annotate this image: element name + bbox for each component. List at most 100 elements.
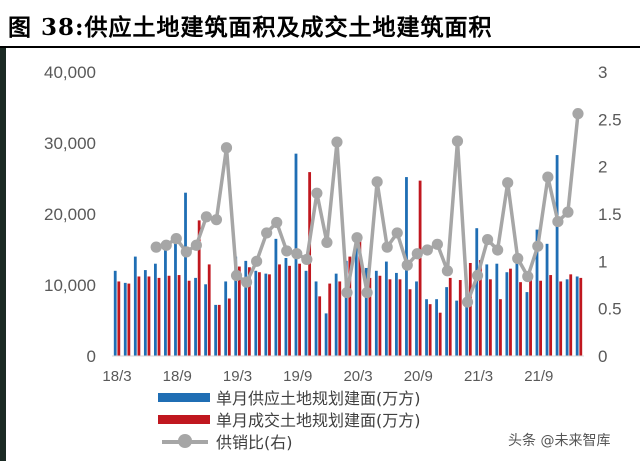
legend-item-sold: 单月成交土地规划建面(万方) <box>158 407 518 430</box>
sold-bar <box>478 260 482 356</box>
legend-label-sold: 单月成交土地规划建面(万方) <box>216 411 421 430</box>
supply-bar <box>364 267 368 356</box>
x-axis-tick-label: 18/9 <box>163 368 192 385</box>
sold-bar <box>137 276 141 356</box>
sold-bar <box>488 279 492 356</box>
sold-bar <box>388 279 392 356</box>
supply-bar <box>575 276 579 356</box>
legend-label-ratio: 供销比(右) <box>216 433 293 452</box>
ratio-point <box>351 232 363 244</box>
supply-bar <box>314 281 318 356</box>
ratio-point <box>522 270 534 283</box>
ratio-point <box>190 239 202 251</box>
sold-bar <box>217 304 221 356</box>
sold-bar <box>268 274 271 356</box>
sold-bar <box>499 299 502 356</box>
right-axis-tick-label: 1 <box>598 252 607 271</box>
right-axis-tick-label: 2.5 <box>598 110 622 129</box>
sold-bar <box>579 277 583 356</box>
sold-bar <box>448 277 452 356</box>
sold-bar <box>207 264 211 356</box>
ratio-point <box>401 259 413 271</box>
sold-bar <box>278 264 281 356</box>
ratio-point <box>552 215 564 228</box>
title-bar: 图 38:供应土地建筑面积及成交土地建筑面积 <box>0 0 640 48</box>
supply-bar <box>274 238 278 356</box>
left-axis-tick-label: 30,000 <box>44 134 96 153</box>
sold-bar <box>197 220 201 356</box>
right-axis-tick-label: 2 <box>598 158 607 177</box>
ratio-point <box>321 236 333 248</box>
supply-bar <box>505 272 509 356</box>
supply-bar <box>485 264 489 356</box>
right-axis-tick-label: 0.5 <box>598 300 622 319</box>
ratio-point <box>572 108 584 120</box>
supply-bar <box>133 256 137 356</box>
supply-bar <box>525 292 529 356</box>
ratio-point <box>451 135 464 147</box>
ratio-point <box>381 241 393 253</box>
ratio-point <box>220 142 233 154</box>
sold-bar <box>187 280 191 356</box>
supply-bar <box>555 155 559 356</box>
ratio-point <box>341 286 353 299</box>
sold-bar <box>247 267 251 356</box>
sold-bar <box>539 280 543 356</box>
ratio-point <box>512 252 524 265</box>
supply-bar <box>284 258 288 356</box>
ratio-point <box>240 276 253 288</box>
sold-bar <box>569 274 573 356</box>
ratio-point <box>421 244 433 256</box>
x-axis-tick-label: 19/9 <box>283 368 312 385</box>
supply-bar <box>214 304 218 356</box>
supply-bar <box>194 277 197 356</box>
ratio-point <box>301 253 313 266</box>
supply-bar <box>204 284 208 356</box>
supply-bar <box>334 273 338 356</box>
supply-bar <box>475 228 479 356</box>
sold-bar <box>368 277 372 356</box>
sold-bars <box>117 172 583 356</box>
sold-bar <box>398 279 402 356</box>
ratio-point <box>492 244 504 256</box>
sold-bar <box>318 296 322 356</box>
supply-bar <box>304 270 308 356</box>
supply-bar <box>445 287 449 356</box>
ratio-point <box>502 177 514 189</box>
left-axis: 0 10,000 20,000 30,000 40,000 <box>44 63 96 366</box>
supply-bar <box>374 270 378 356</box>
legend-swatch-sold <box>158 415 210 424</box>
x-axis: 18/3 18/9 19/3 19/9 20/3 20/9 21/3 21/9 <box>102 368 553 385</box>
ratio-point <box>291 248 303 260</box>
supply-bar <box>354 245 358 356</box>
sold-bar <box>428 304 432 356</box>
sold-bar <box>418 180 422 356</box>
ratio-point <box>361 286 373 299</box>
sold-bar <box>358 236 362 356</box>
ratio-point <box>461 296 474 308</box>
left-axis-tick-label: 40,000 <box>44 63 96 82</box>
sold-bar <box>348 256 352 356</box>
sold-bar <box>237 266 241 356</box>
sold-bar <box>117 281 121 356</box>
ratio-point <box>271 216 283 229</box>
sold-bar <box>167 275 171 356</box>
supply-bar <box>184 192 187 356</box>
supply-bar <box>234 256 238 356</box>
supply-bar <box>384 261 388 356</box>
right-axis-tick-label: 1.5 <box>598 205 622 224</box>
sold-bar <box>127 283 131 356</box>
x-axis-tick-label: 18/3 <box>102 368 131 385</box>
sold-bar <box>468 262 472 356</box>
sold-bar <box>519 282 522 356</box>
ratio-point <box>281 245 293 257</box>
sold-bar <box>288 265 291 356</box>
x-axis-tick-label: 20/3 <box>343 368 372 385</box>
supply-bar <box>123 282 127 356</box>
ratio-point <box>251 255 263 267</box>
supply-bar <box>535 229 539 356</box>
sold-bar <box>529 275 532 356</box>
left-edge-strip <box>0 48 6 461</box>
ratio-point <box>180 246 192 258</box>
